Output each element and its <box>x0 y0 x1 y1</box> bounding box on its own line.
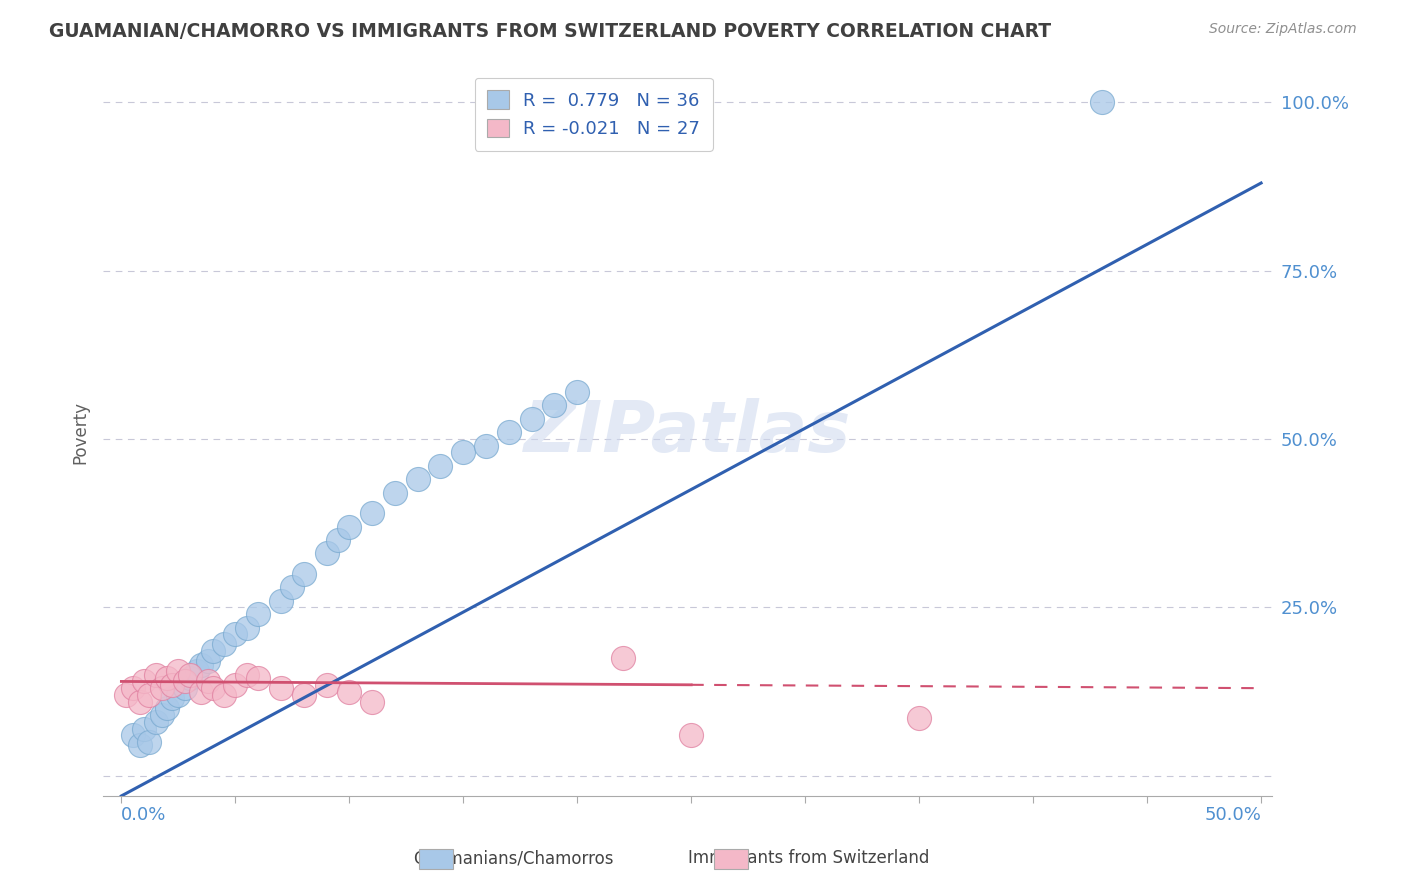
Text: ZIPatlas: ZIPatlas <box>524 398 852 467</box>
Point <box>145 667 167 681</box>
Point <box>224 627 246 641</box>
Point <box>681 728 703 742</box>
Point <box>145 714 167 729</box>
Point <box>567 384 589 399</box>
Text: Guamanians/Chamorros: Guamanians/Chamorros <box>413 849 613 867</box>
Point <box>167 665 190 679</box>
Y-axis label: Poverty: Poverty <box>72 401 89 464</box>
Point <box>520 411 543 425</box>
Legend: R =  0.779   N = 36, R = -0.021   N = 27: R = 0.779 N = 36, R = -0.021 N = 27 <box>475 78 713 151</box>
Point <box>281 580 304 594</box>
Point <box>224 678 246 692</box>
Point <box>361 695 384 709</box>
Point <box>156 671 179 685</box>
Point <box>197 674 219 689</box>
Point <box>453 445 475 459</box>
Point <box>270 593 292 607</box>
Point <box>134 674 156 689</box>
Point <box>406 472 429 486</box>
Point <box>152 681 174 695</box>
Point <box>121 728 143 742</box>
Text: Source: ZipAtlas.com: Source: ZipAtlas.com <box>1209 22 1357 37</box>
Point <box>186 665 208 679</box>
Point <box>115 688 138 702</box>
Point <box>212 637 235 651</box>
Point <box>201 644 224 658</box>
Point <box>128 739 150 753</box>
Point <box>152 708 174 723</box>
Point <box>128 695 150 709</box>
Point <box>174 674 197 689</box>
Point <box>315 678 337 692</box>
Point <box>235 621 257 635</box>
Point <box>201 681 224 695</box>
Text: GUAMANIAN/CHAMORRO VS IMMIGRANTS FROM SWITZERLAND POVERTY CORRELATION CHART: GUAMANIAN/CHAMORRO VS IMMIGRANTS FROM SW… <box>49 22 1052 41</box>
Point <box>612 651 634 665</box>
Point <box>429 458 451 473</box>
Text: 50.0%: 50.0% <box>1204 806 1261 824</box>
Point <box>326 533 349 547</box>
Point <box>337 684 360 698</box>
Point <box>543 398 565 412</box>
Point <box>908 711 931 725</box>
Text: 0.0%: 0.0% <box>121 806 167 824</box>
Text: Immigrants from Switzerland: Immigrants from Switzerland <box>688 849 929 867</box>
Point <box>475 439 498 453</box>
Point <box>134 722 156 736</box>
Point <box>179 671 201 685</box>
Point <box>121 681 143 695</box>
Point <box>190 657 212 672</box>
Point <box>292 566 315 581</box>
Point <box>190 684 212 698</box>
Point <box>197 654 219 668</box>
Point <box>361 506 384 520</box>
Point <box>212 688 235 702</box>
Point <box>160 678 183 692</box>
Point <box>174 681 197 695</box>
Point <box>1090 95 1112 110</box>
Point <box>270 681 292 695</box>
Point <box>292 688 315 702</box>
Point <box>337 519 360 533</box>
Point <box>384 486 406 500</box>
Point <box>167 688 190 702</box>
Point <box>498 425 520 440</box>
Point <box>156 701 179 715</box>
Point <box>138 735 160 749</box>
Point <box>247 607 270 621</box>
Point <box>235 667 257 681</box>
Point <box>315 546 337 560</box>
Point <box>247 671 270 685</box>
Point <box>138 688 160 702</box>
Point <box>160 691 183 706</box>
Point <box>179 667 201 681</box>
